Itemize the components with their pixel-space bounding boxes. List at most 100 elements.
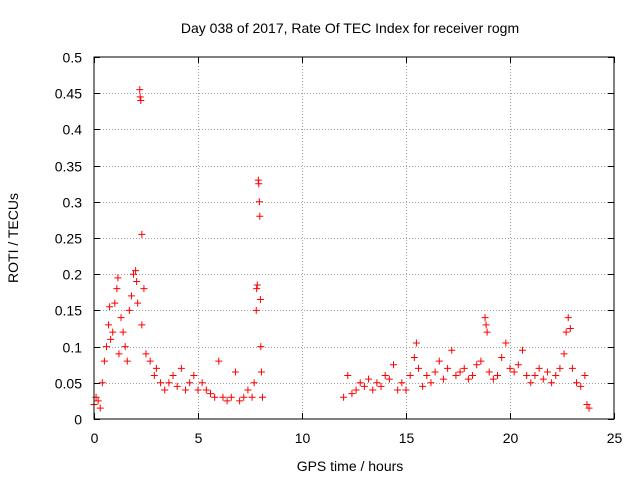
data-point — [365, 375, 373, 383]
data-point — [102, 343, 110, 351]
data-point — [227, 393, 235, 401]
data-point — [568, 364, 576, 372]
data-point — [231, 368, 239, 376]
data-point — [514, 361, 522, 369]
data-point — [140, 285, 148, 293]
y-tick-label: 0.4 — [63, 122, 83, 138]
data-point — [98, 379, 106, 387]
data-point — [177, 364, 185, 372]
data-point — [414, 364, 422, 372]
data-point — [257, 343, 265, 351]
data-point — [130, 270, 138, 278]
data-point — [132, 267, 140, 275]
data-point — [485, 368, 493, 376]
data-point — [577, 382, 585, 390]
data-point — [344, 372, 352, 380]
y-tick-label: 0.15 — [55, 303, 82, 319]
data-point — [113, 285, 121, 293]
data-point — [150, 372, 158, 380]
data-point — [255, 198, 263, 206]
data-point — [352, 386, 360, 394]
data-point — [136, 93, 144, 101]
x-tick-label: 15 — [399, 430, 415, 446]
data-point — [348, 390, 356, 398]
data-point — [138, 230, 146, 238]
data-point — [402, 386, 410, 394]
data-point — [444, 364, 452, 372]
data-point — [340, 393, 348, 401]
data-point — [161, 386, 169, 394]
data-point — [573, 379, 581, 387]
data-point — [581, 372, 589, 380]
y-axis-label: ROTI / TECUs — [5, 193, 21, 283]
data-point — [115, 350, 123, 358]
data-point — [556, 364, 564, 372]
data-point — [427, 379, 435, 387]
data-point — [236, 397, 244, 405]
x-tick-label: 10 — [295, 430, 311, 446]
data-point — [564, 314, 572, 322]
y-tick-label: 0.45 — [55, 86, 82, 102]
data-point — [169, 372, 177, 380]
data-points — [90, 86, 593, 412]
data-point — [473, 361, 481, 369]
data-point — [548, 379, 556, 387]
data-point — [560, 350, 568, 358]
data-point — [94, 397, 102, 405]
chart-title: Day 038 of 2017, Rate Of TEC Index for r… — [181, 20, 519, 36]
data-point — [142, 350, 150, 358]
data-point — [105, 321, 113, 329]
data-point — [377, 382, 385, 390]
data-point — [410, 353, 418, 361]
x-tick-label: 5 — [195, 430, 203, 446]
data-point — [494, 372, 502, 380]
data-point — [385, 375, 393, 383]
data-point — [186, 379, 194, 387]
data-point — [373, 379, 381, 387]
data-point — [456, 368, 464, 376]
data-point — [152, 364, 160, 372]
data-point — [510, 368, 518, 376]
data-point — [138, 321, 146, 329]
data-point — [206, 390, 214, 398]
data-point — [106, 303, 114, 311]
data-point — [125, 306, 133, 314]
axis-ticks: 0 0.05 0.1 0.15 0.2 0.25 0.3 0.35 0.4 0.45 0.5 0 5 10… — [55, 50, 623, 447]
data-point — [194, 386, 202, 394]
data-point — [460, 364, 468, 372]
y-tick-label: 0.5 — [63, 50, 83, 66]
data-point — [173, 382, 181, 390]
data-point — [527, 379, 535, 387]
data-point — [244, 386, 252, 394]
data-point — [585, 404, 593, 412]
data-point — [506, 364, 514, 372]
data-point — [256, 212, 264, 220]
data-point — [146, 357, 154, 365]
y-tick-label: 0.35 — [55, 159, 82, 175]
data-point — [469, 372, 477, 380]
data-point — [215, 357, 223, 365]
data-point — [121, 343, 129, 351]
data-point — [219, 393, 227, 401]
data-point — [539, 375, 547, 383]
x-tick-label: 0 — [91, 430, 99, 446]
x-axis-label: GPS time / hours — [297, 458, 404, 474]
data-point — [223, 397, 231, 405]
y-tick-label: 0.25 — [55, 231, 82, 247]
data-point — [477, 357, 485, 365]
data-point — [535, 364, 543, 372]
data-point — [182, 386, 190, 394]
data-point — [381, 372, 389, 380]
data-point — [531, 372, 539, 380]
data-point — [523, 372, 531, 380]
data-point — [369, 386, 377, 394]
data-point — [398, 379, 406, 387]
data-point — [252, 306, 260, 314]
data-point — [114, 274, 122, 282]
data-point — [481, 314, 489, 322]
y-tick-label: 0.2 — [63, 267, 83, 283]
data-point — [134, 299, 142, 307]
data-point — [100, 357, 108, 365]
data-point — [190, 372, 198, 380]
data-point — [202, 386, 210, 394]
